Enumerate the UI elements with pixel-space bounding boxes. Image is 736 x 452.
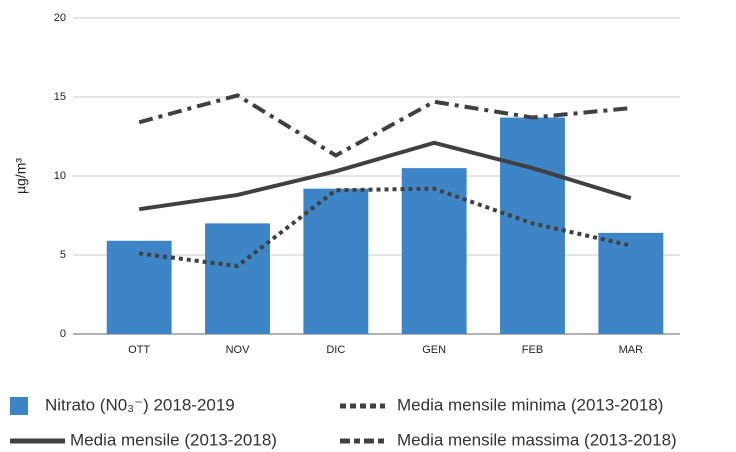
y-tick-label: 15 — [54, 91, 66, 103]
x-tick-label: FEB — [522, 344, 543, 356]
line — [138, 140, 632, 212]
x-tick-label: OTT — [128, 344, 150, 356]
bar — [401, 168, 467, 334]
x-tick-label: NOV — [226, 344, 251, 356]
y-tick-label: 5 — [60, 249, 66, 261]
y-axis-label: µg/m³ — [13, 158, 29, 194]
bar — [303, 188, 369, 334]
legend-swatch — [10, 397, 28, 415]
legend-label: Nitrato (N0₃⁻) 2018-2019 — [45, 395, 235, 414]
bar — [500, 117, 565, 334]
y-tick-label: 20 — [54, 12, 66, 24]
x-tick-label: DIC — [326, 344, 345, 356]
line — [138, 93, 632, 158]
bar — [106, 240, 172, 334]
legend-label: Media mensile minima (2013-2018) — [397, 395, 663, 414]
legend-label: Media mensile (2013-2018) — [70, 430, 277, 449]
line — [138, 186, 632, 269]
y-tick-label: 10 — [54, 170, 66, 182]
x-tick-label: GEN — [422, 344, 446, 356]
bar — [598, 232, 664, 334]
y-tick-label: 0 — [60, 328, 66, 340]
bar — [205, 223, 270, 334]
legend-label: Media mensile massima (2013-2018) — [397, 430, 677, 449]
x-tick-label: MAR — [619, 344, 644, 356]
